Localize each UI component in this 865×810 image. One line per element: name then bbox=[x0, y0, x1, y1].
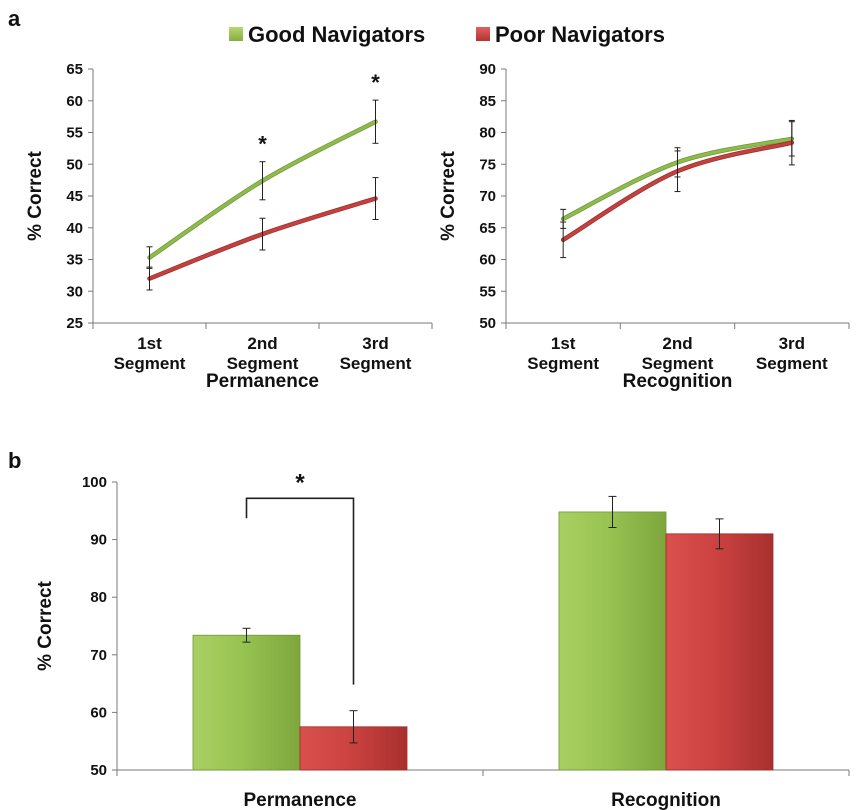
bar-poor-recognition bbox=[665, 533, 774, 771]
y-tick-label: 55 bbox=[479, 283, 496, 300]
x-tick-label: 2nd bbox=[247, 334, 277, 353]
x-tick-label: Segment bbox=[114, 354, 186, 373]
x-axis-label: Recognition bbox=[623, 371, 733, 392]
significance-star: * bbox=[371, 70, 380, 95]
chart-recognition-segments: 5055606570758085901stSegment2ndSegment3r… bbox=[438, 61, 850, 392]
bar-good-recognition bbox=[558, 511, 667, 771]
panel-label-b: b bbox=[8, 448, 21, 473]
legend: Good Navigators Poor Navigators bbox=[229, 22, 665, 47]
legend-swatch-poor bbox=[476, 27, 490, 41]
significance-bracket bbox=[245, 497, 355, 685]
chart-permanence-segments: 2530354045505560651stSegment2ndSegment3r… bbox=[25, 61, 433, 392]
y-tick-label: 75 bbox=[479, 156, 496, 173]
legend-label-poor: Poor Navigators bbox=[495, 22, 665, 47]
y-tick-label: 50 bbox=[479, 315, 496, 332]
y-tick-label: 50 bbox=[90, 762, 107, 779]
y-axis-label: % Correct bbox=[438, 150, 459, 240]
panel-label-a: a bbox=[8, 6, 21, 31]
y-tick-label: 70 bbox=[479, 188, 496, 205]
y-tick-label: 45 bbox=[66, 188, 83, 205]
bar-poor-permanence bbox=[299, 726, 408, 771]
y-tick-label: 55 bbox=[66, 125, 83, 142]
y-tick-label: 60 bbox=[479, 252, 496, 269]
y-tick-label: 100 bbox=[82, 474, 107, 491]
x-axis-label: Permanence bbox=[206, 371, 319, 392]
y-tick-label: 35 bbox=[66, 252, 83, 269]
y-tick-label: 60 bbox=[90, 704, 107, 721]
x-tick-label: Segment bbox=[227, 354, 299, 373]
legend-label-good: Good Navigators bbox=[248, 22, 425, 47]
chart-overall-bars: 50 60 70 80 90 100 Permanence Recognition % Corr… bbox=[35, 469, 850, 810]
significance-star: * bbox=[295, 469, 305, 496]
x-tick-label: Segment bbox=[642, 354, 714, 373]
bar-good-permanence bbox=[192, 634, 301, 771]
y-tick-label: 80 bbox=[479, 125, 496, 142]
y-tick-label: 40 bbox=[66, 220, 83, 237]
y-tick-label: 70 bbox=[90, 647, 107, 664]
legend-swatch-good bbox=[229, 27, 243, 41]
x-tick-label: 1st bbox=[551, 334, 576, 353]
y-tick-label: 90 bbox=[479, 61, 496, 78]
y-tick-label: 85 bbox=[479, 93, 496, 110]
y-tick-label: 90 bbox=[90, 532, 107, 549]
y-tick-label: 30 bbox=[66, 283, 83, 300]
y-tick-label: 65 bbox=[66, 61, 83, 78]
x-tick-label: 3rd bbox=[362, 334, 388, 353]
y-tick-label: 50 bbox=[66, 156, 83, 173]
y-tick-label: 60 bbox=[66, 93, 83, 110]
x-tick-label: Recognition bbox=[611, 790, 721, 810]
y-tick-label: 65 bbox=[479, 220, 496, 237]
y-axis-label: % Correct bbox=[25, 150, 46, 240]
x-tick-label: 3rd bbox=[779, 334, 805, 353]
x-tick-label: Segment bbox=[756, 354, 828, 373]
x-tick-label: Segment bbox=[527, 354, 599, 373]
x-tick-label: Permanence bbox=[243, 790, 356, 810]
y-axis-label: % Correct bbox=[35, 580, 56, 670]
x-tick-label: 1st bbox=[137, 334, 162, 353]
significance-star: * bbox=[258, 132, 267, 157]
x-tick-label: Segment bbox=[340, 354, 412, 373]
y-tick-label: 80 bbox=[90, 589, 107, 606]
x-tick-label: 2nd bbox=[662, 334, 692, 353]
y-tick-label: 25 bbox=[66, 315, 83, 332]
